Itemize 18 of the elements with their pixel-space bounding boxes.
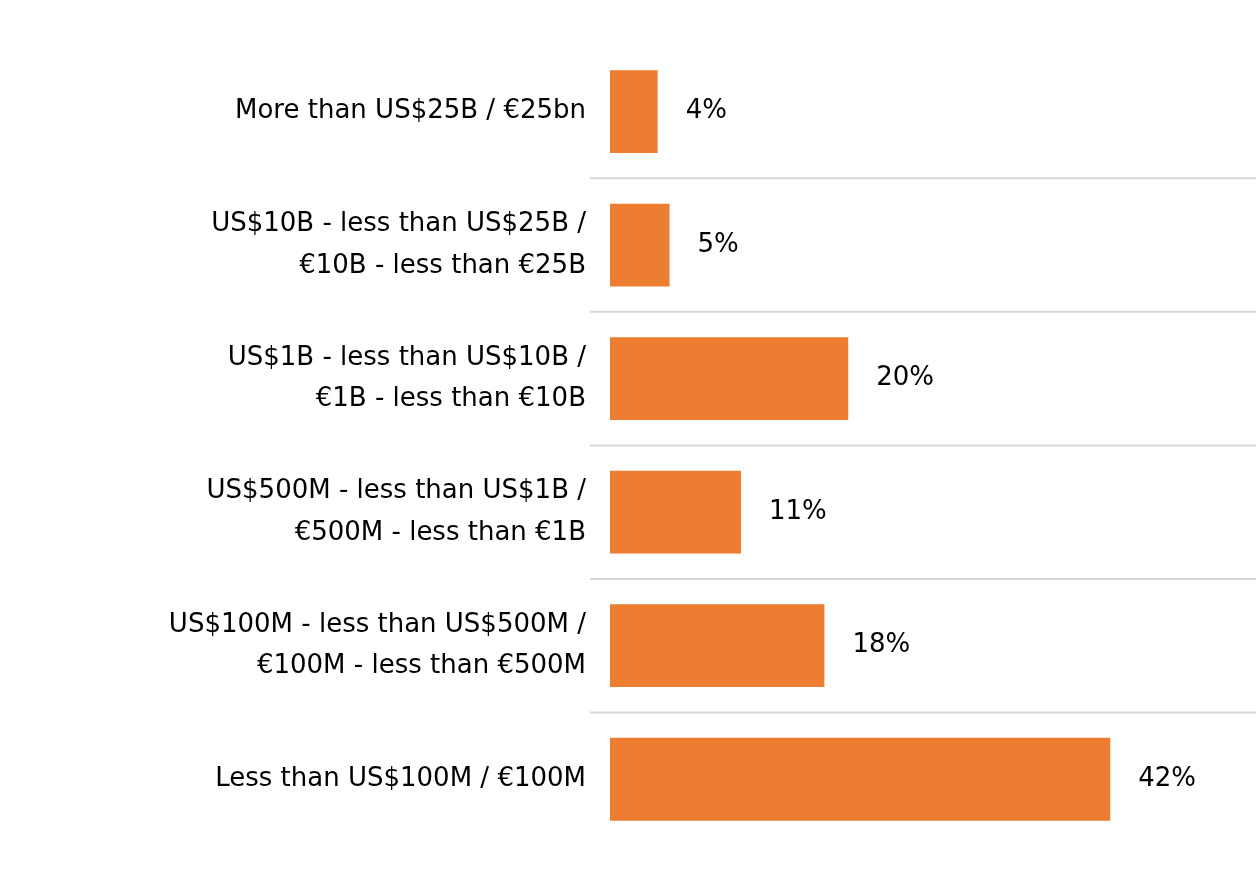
y-tick-label: Less than US$100M / €100M <box>215 761 586 792</box>
y-tick-label: US$10B - less than US$25B / €10B - less than €25B <box>211 207 587 279</box>
bar <box>610 337 849 421</box>
data-label: 18% <box>852 628 911 659</box>
data-label: 20% <box>876 361 935 392</box>
data-label: 42% <box>1138 761 1197 792</box>
y-tick-label: US$100M - less than US$500M / €100M - less than €500M <box>168 607 587 680</box>
data-label: 5% <box>697 227 739 258</box>
y-tick-label: US$1B - less than US$10B / €1B - less than €10B <box>227 340 587 413</box>
y-tick-label: More than US$25B / €25bn <box>235 94 586 125</box>
y-tick-label: US$500M - less than US$1B / €500M - less than €1B <box>206 474 587 546</box>
bar <box>610 737 1111 821</box>
data-label: 4% <box>685 94 727 125</box>
bar <box>610 203 670 287</box>
bar <box>610 470 742 554</box>
data-label: 11% <box>769 494 827 525</box>
bar <box>610 604 825 688</box>
bar <box>610 70 658 153</box>
